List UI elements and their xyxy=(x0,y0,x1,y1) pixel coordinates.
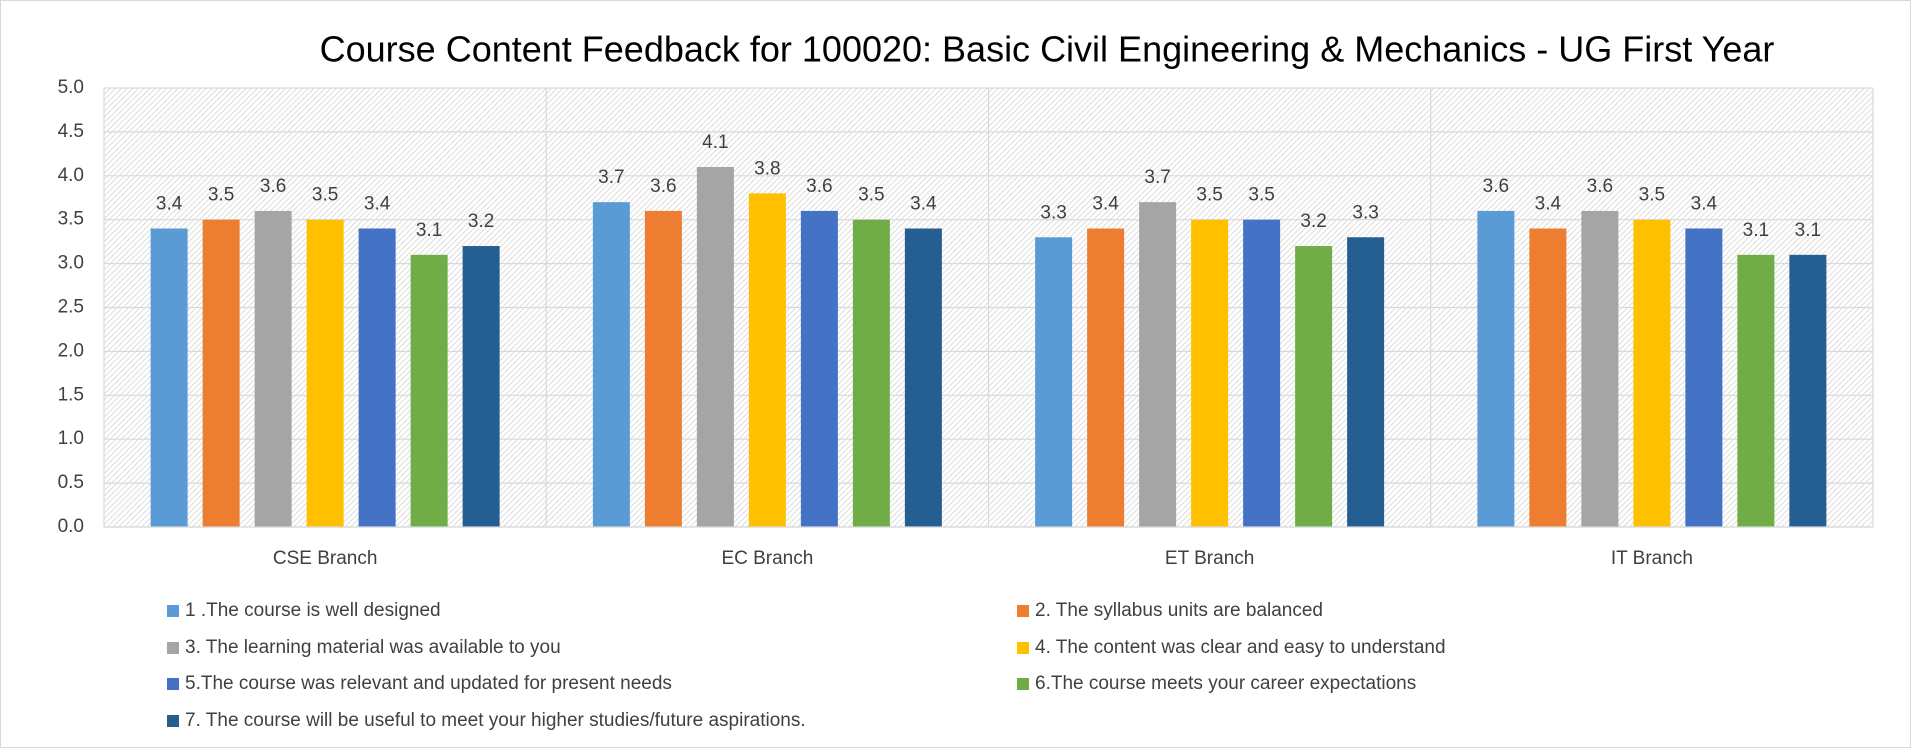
bar xyxy=(696,167,734,527)
y-tick-label: 1.0 xyxy=(58,428,84,449)
value-label: 3.5 xyxy=(312,185,338,206)
bar xyxy=(1347,237,1385,527)
value-label: 3.5 xyxy=(858,185,884,206)
bar xyxy=(592,202,630,527)
bar xyxy=(254,210,292,528)
value-label: 3.4 xyxy=(1535,193,1562,214)
legend-label: 1 .The course is well designed xyxy=(185,600,441,621)
value-label: 3.3 xyxy=(1040,202,1066,223)
value-label: 3.1 xyxy=(1743,220,1769,241)
value-label: 3.6 xyxy=(1587,176,1613,197)
bar xyxy=(1035,237,1073,527)
y-tick-label: 5.0 xyxy=(58,77,84,98)
legend-label: 2. The syllabus units are balanced xyxy=(1035,600,1323,621)
bar xyxy=(1087,228,1125,528)
value-label: 3.6 xyxy=(650,176,676,197)
bar xyxy=(800,210,838,528)
bar xyxy=(1295,246,1333,528)
bar xyxy=(1139,202,1177,527)
value-label: 3.2 xyxy=(1300,211,1326,232)
y-tick-label: 2.5 xyxy=(58,297,84,318)
value-label: 3.5 xyxy=(1639,185,1665,206)
legend-swatch xyxy=(167,642,179,654)
bar xyxy=(150,228,188,528)
value-label: 3.4 xyxy=(910,193,937,214)
bar xyxy=(644,210,682,528)
y-tick-label: 0.5 xyxy=(58,472,84,493)
bar xyxy=(1789,254,1827,527)
value-label: 3.5 xyxy=(1196,185,1222,206)
bar xyxy=(306,219,344,527)
y-tick-label: 4.5 xyxy=(58,121,84,142)
bar xyxy=(1191,219,1229,527)
bar xyxy=(462,246,500,528)
bar xyxy=(1529,228,1567,528)
value-label: 3.6 xyxy=(1483,176,1509,197)
bar xyxy=(852,219,890,527)
legend-label: 7. The course will be useful to meet you… xyxy=(185,710,806,731)
value-label: 3.8 xyxy=(754,158,780,179)
bar xyxy=(904,228,942,528)
x-tick-label: IT Branch xyxy=(1611,548,1693,569)
y-tick-label: 3.5 xyxy=(58,209,84,230)
bar xyxy=(1581,210,1619,528)
y-tick-label: 1.5 xyxy=(58,384,84,405)
x-tick-label: CSE Branch xyxy=(273,548,378,569)
value-label: 3.4 xyxy=(1092,193,1119,214)
bar xyxy=(1685,228,1723,528)
y-tick-label: 0.0 xyxy=(58,516,84,537)
value-label: 3.6 xyxy=(260,176,286,197)
bar xyxy=(748,193,786,528)
chart-title: Course Content Feedback for 100020: Basi… xyxy=(320,29,1775,70)
value-label: 3.5 xyxy=(1248,185,1274,206)
bar xyxy=(1633,219,1671,527)
value-label: 3.1 xyxy=(416,220,442,241)
x-tick-label: EC Branch xyxy=(721,548,813,569)
value-label: 3.6 xyxy=(806,176,832,197)
bar xyxy=(410,254,448,527)
y-tick-label: 4.0 xyxy=(58,165,84,186)
bar xyxy=(1477,210,1515,528)
y-tick-label: 3.0 xyxy=(58,253,84,274)
value-label: 3.5 xyxy=(208,185,234,206)
bar xyxy=(1243,219,1281,527)
value-label: 3.4 xyxy=(1691,193,1718,214)
value-label: 3.2 xyxy=(468,211,494,232)
legend-label: 5.The course was relevant and updated fo… xyxy=(185,673,672,694)
legend-swatch xyxy=(1017,678,1029,690)
x-tick-label: ET Branch xyxy=(1165,548,1254,569)
bar xyxy=(358,228,396,528)
legend-swatch xyxy=(167,605,179,617)
value-label: 3.3 xyxy=(1352,202,1378,223)
bar xyxy=(1737,254,1775,527)
value-label: 3.4 xyxy=(364,193,391,214)
legend-swatch xyxy=(1017,605,1029,617)
legend-label: 6.The course meets your career expectati… xyxy=(1035,673,1416,694)
value-label: 3.7 xyxy=(598,167,624,188)
legend-label: 4. The content was clear and easy to und… xyxy=(1035,637,1446,658)
bar xyxy=(202,219,240,527)
legend-label: 3. The learning material was available t… xyxy=(185,637,561,658)
legend-swatch xyxy=(1017,642,1029,654)
value-label: 3.1 xyxy=(1795,220,1821,241)
legend-swatch xyxy=(167,678,179,690)
value-label: 4.1 xyxy=(702,132,728,153)
legend-swatch xyxy=(167,715,179,727)
y-tick-label: 2.0 xyxy=(58,340,84,361)
value-label: 3.4 xyxy=(156,193,183,214)
value-label: 3.7 xyxy=(1144,167,1170,188)
